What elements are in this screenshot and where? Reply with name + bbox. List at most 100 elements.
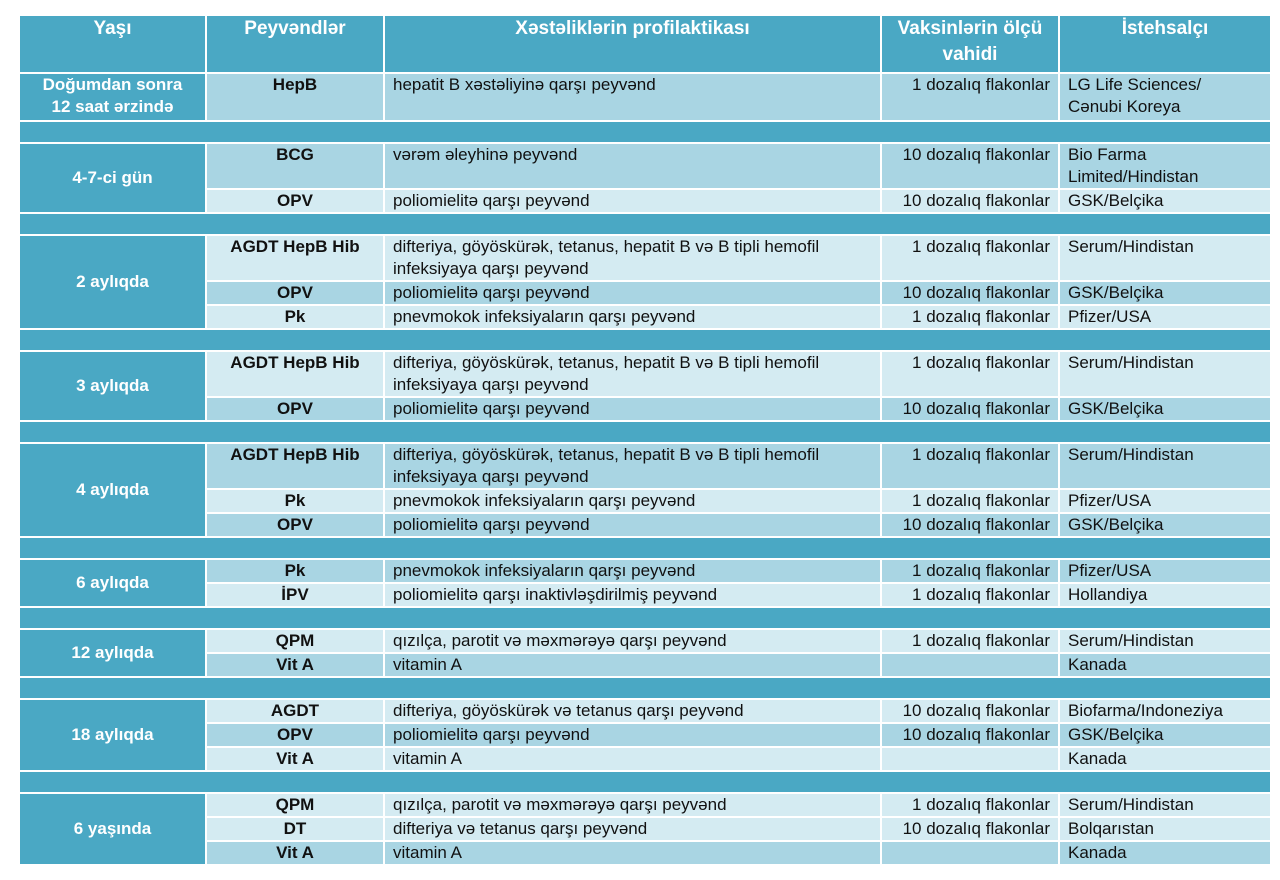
maker-line1: GSK/Belçika bbox=[1068, 191, 1164, 210]
unit-cell: 1 dozalıq flakonlar bbox=[880, 234, 1060, 282]
prophylaxis-cell: qızılça, parotit və məxmərəyə qarşı peyv… bbox=[383, 792, 882, 818]
age-line1: 2 aylıqda bbox=[76, 271, 149, 291]
group-separator-row bbox=[18, 328, 1272, 352]
maker-line1: Serum/Hindistan bbox=[1068, 795, 1194, 814]
prophylaxis-cell: poliomielitə qarşı peyvənd bbox=[383, 722, 882, 748]
unit-cell: 10 dozalıq flakonlar bbox=[880, 142, 1060, 190]
maker-cell: Pfizer/USA bbox=[1058, 488, 1272, 514]
header-unit: Vaksinlərin ölçü vahidi bbox=[880, 14, 1060, 74]
vaccine-cell: Pk bbox=[205, 488, 385, 514]
age-cell: 6 aylıqda bbox=[18, 558, 207, 608]
group-separator-row bbox=[18, 676, 1272, 700]
table-row: Vit A vitamin A Kanada bbox=[19, 652, 1272, 678]
header-prophylaxis: Xəstəliklərin profilaktikası bbox=[383, 14, 882, 74]
prophylaxis-line1: vitamin A bbox=[393, 843, 462, 862]
age-line1: 18 aylıqda bbox=[71, 724, 154, 744]
table-row: 4 aylıqda AGDT HepB Hib difteriya, göyöskü… bbox=[18, 442, 1272, 538]
prophylaxis-line1: poliomielitə qarşı inaktivləşdirilmiş pe… bbox=[393, 585, 718, 604]
vaccine-cell: OPV bbox=[205, 280, 385, 306]
table-row: DT difteriya və tetanus qarşı peyvənd 10 d… bbox=[19, 816, 1272, 842]
separator-cell bbox=[18, 212, 1272, 236]
header-age: Yaşı bbox=[18, 14, 207, 74]
maker-cell: Serum/Hindistan bbox=[1058, 350, 1272, 398]
table-row: 4-7-ci gün BCG vərəm əleyhinə peyvənd 10 do… bbox=[18, 142, 1272, 214]
prophylaxis-line1: qızılça, parotit və məxmərəyə qarşı peyv… bbox=[393, 631, 727, 650]
vaccine-cell: OPV bbox=[205, 722, 385, 748]
prophylaxis-line2: infeksiyaya qarşı peyvənd bbox=[393, 259, 589, 278]
maker-line1: Pfizer/USA bbox=[1068, 561, 1152, 580]
maker-cell: Serum/Hindistan bbox=[1058, 628, 1272, 654]
prophylaxis-line1: pnevmokok infeksiyaların qarşı peyvənd bbox=[393, 307, 696, 326]
unit-cell: 1 dozalıq flakonlar bbox=[880, 304, 1060, 330]
group-separator-row bbox=[18, 770, 1272, 794]
prophylaxis-cell: difteriya, göyöskürək, tetanus, hepatit … bbox=[383, 234, 882, 282]
table-row: Vit A vitamin A Kanada bbox=[19, 840, 1272, 866]
separator-cell bbox=[18, 328, 1272, 352]
prophylaxis-cell: vitamin A bbox=[383, 746, 882, 772]
prophylaxis-cell: poliomielitə qarşı peyvənd bbox=[383, 512, 882, 538]
group-separator-row bbox=[18, 536, 1272, 560]
prophylaxis-cell: poliomielitə qarşı peyvənd bbox=[383, 280, 882, 306]
prophylaxis-line1: hepatit B xəstəliyinə qarşı peyvənd bbox=[393, 75, 656, 94]
table-row: OPV poliomielitə qarşı peyvənd 10 dozalıq … bbox=[19, 722, 1272, 748]
age-cell: 18 aylıqda bbox=[18, 698, 207, 772]
unit-cell: 10 dozalıq flakonlar bbox=[880, 512, 1060, 538]
maker-cell: GSK/Belçika bbox=[1058, 396, 1272, 422]
header-unit-line1: Vaksinlərin ölçü bbox=[897, 18, 1043, 39]
vaccine-cell: OPV bbox=[205, 188, 385, 214]
table-row: Pk pnevmokok infeksiyaların qarşı peyvənd… bbox=[19, 488, 1272, 514]
maker-line1: GSK/Belçika bbox=[1068, 725, 1164, 744]
prophylaxis-cell: qızılça, parotit və məxmərəyə qarşı peyv… bbox=[383, 628, 882, 654]
prophylaxis-cell: difteriya, göyöskürək, tetanus, hepatit … bbox=[383, 350, 882, 398]
age-line1: 6 yaşında bbox=[73, 818, 152, 838]
group-separator-row bbox=[18, 606, 1272, 630]
maker-line2: Cənubi Koreya bbox=[1068, 97, 1181, 116]
unit-cell bbox=[880, 652, 1060, 678]
prophylaxis-line1: vərəm əleyhinə peyvənd bbox=[393, 145, 578, 164]
age-cell: 4 aylıqda bbox=[18, 442, 207, 538]
table-row: 6 aylıqda Pk pnevmokok infeksiyaların qarş… bbox=[18, 558, 1272, 608]
prophylaxis-line1: difteriya, göyöskürək, tetanus, hepatit … bbox=[393, 237, 820, 256]
age-line1: 6 aylıqda bbox=[76, 572, 149, 592]
maker-cell: GSK/Belçika bbox=[1058, 188, 1272, 214]
vaccination-schedule-table: Yaşı Peyvəndlər Xəstəliklərin profilakti… bbox=[18, 14, 1272, 866]
age-line1: Doğumdan sonra bbox=[42, 75, 183, 94]
prophylaxis-cell: vitamin A bbox=[383, 652, 882, 678]
table-row: Vit A vitamin A Kanada bbox=[19, 746, 1272, 772]
maker-line1: Bolqarıstan bbox=[1068, 819, 1154, 838]
vaccine-cell: Vit A bbox=[205, 840, 385, 866]
maker-cell: GSK/Belçika bbox=[1058, 722, 1272, 748]
header-row: Yaşı Peyvəndlər Xəstəliklərin profilakti… bbox=[18, 14, 1272, 74]
unit-cell: 10 dozalıq flakonlar bbox=[880, 396, 1060, 422]
age-line1: 4 aylıqda bbox=[76, 479, 149, 499]
unit-cell: 1 dozalıq flakonlar bbox=[880, 488, 1060, 514]
maker-line2: Limited/Hindistan bbox=[1068, 167, 1199, 186]
maker-line1: Kanada bbox=[1068, 655, 1127, 674]
maker-line1: Serum/Hindistan bbox=[1068, 237, 1194, 256]
unit-cell: 1 dozalıq flakonlar bbox=[880, 442, 1060, 490]
vaccine-cell: OPV bbox=[205, 512, 385, 538]
prophylaxis-line1: difteriya, göyöskürək, tetanus, hepatit … bbox=[393, 445, 820, 464]
unit-cell: 10 dozalıq flakonlar bbox=[880, 698, 1060, 724]
age-line2: 12 saat ərzində bbox=[51, 97, 174, 117]
separator-cell bbox=[18, 770, 1272, 794]
maker-line1: GSK/Belçika bbox=[1068, 399, 1164, 418]
maker-line1: Pfizer/USA bbox=[1068, 307, 1152, 326]
age-line1: 3 aylıqda bbox=[76, 375, 149, 395]
separator-cell bbox=[18, 536, 1272, 560]
prophylaxis-cell: vərəm əleyhinə peyvənd bbox=[383, 142, 882, 190]
prophylaxis-cell: vitamin A bbox=[383, 840, 882, 866]
header-unit-line2: vahidi bbox=[942, 43, 998, 65]
prophylaxis-line2: infeksiyaya qarşı peyvənd bbox=[393, 467, 589, 486]
maker-line1: LG Life Sciences/ bbox=[1068, 75, 1202, 94]
prophylaxis-line1: pnevmokok infeksiyaların qarşı peyvənd bbox=[393, 491, 696, 510]
maker-cell: Bio Farma Limited/Hindistan bbox=[1058, 142, 1272, 190]
vaccine-cell: Vit A bbox=[205, 746, 385, 772]
separator-cell bbox=[18, 420, 1272, 444]
prophylaxis-cell: poliomielitə qarşı peyvənd bbox=[383, 396, 882, 422]
vaccine-cell: QPM bbox=[205, 628, 385, 654]
vaccine-cell: BCG bbox=[205, 142, 385, 190]
maker-cell: Hollandiya bbox=[1058, 582, 1272, 608]
table-row: 18 aylıqda AGDT difteriya, göyöskürək və t… bbox=[18, 698, 1272, 772]
maker-line1: Bio Farma bbox=[1068, 145, 1147, 164]
